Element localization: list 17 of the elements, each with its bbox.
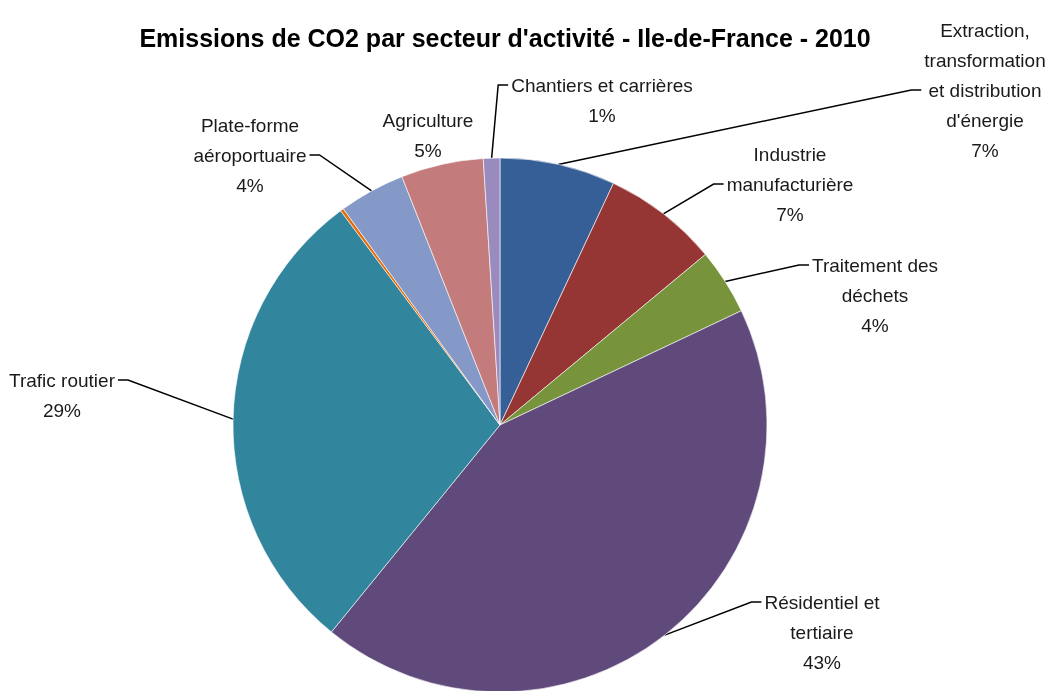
data-label: 7%: [776, 203, 804, 225]
slice-label: Industrie manufacturière: [726, 143, 854, 195]
data-label: 4%: [861, 314, 889, 336]
chart-title: Emissions de CO2 par secteur d'activité - Ile-de-France - 2010: [139, 23, 871, 52]
slice-label: Résidentiel et tertiaire: [764, 591, 881, 643]
slice-label: Extraction, transformation et distribution d'énergie: [924, 19, 1046, 131]
slice-label: Plate-forme aéroportuaire: [193, 114, 307, 166]
slice-label: Agriculture: [382, 109, 474, 131]
data-label: 1%: [588, 104, 616, 126]
slice-label: Traitement des déchets: [811, 254, 939, 306]
slice-label: Trafic routier: [9, 369, 116, 391]
slice-label: Chantiers et carrières: [511, 74, 693, 96]
data-label: 29%: [42, 399, 82, 421]
data-label: 43%: [802, 651, 842, 673]
data-label: 4%: [236, 174, 264, 196]
data-label: 7%: [971, 139, 999, 161]
data-label: 5%: [414, 139, 442, 161]
